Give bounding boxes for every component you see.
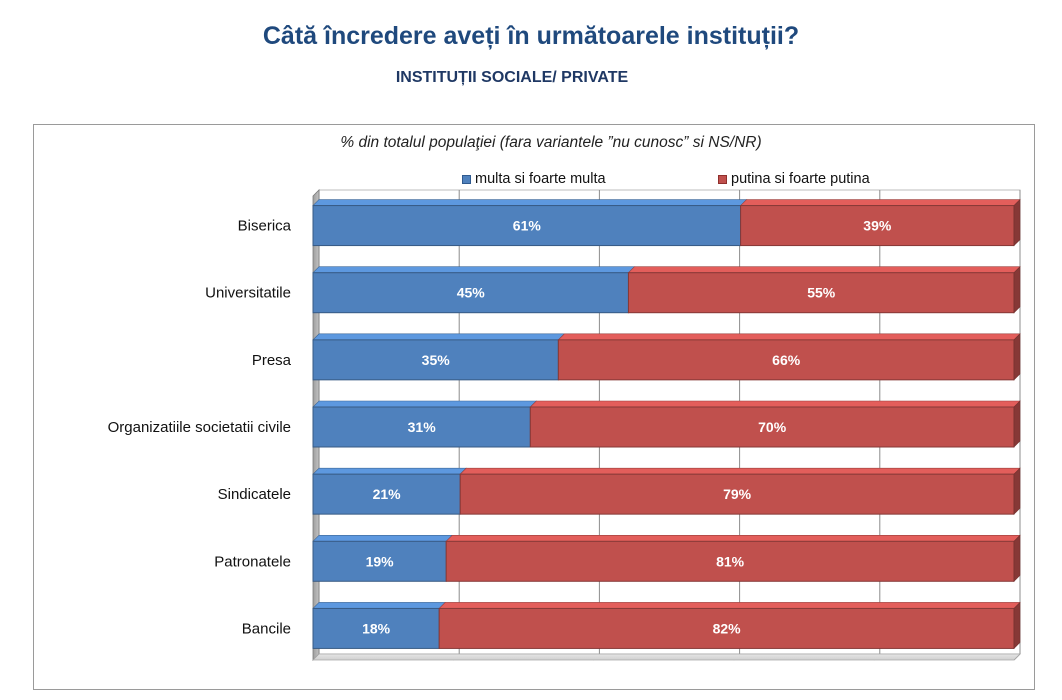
bar-top-face: [312, 602, 446, 609]
bar-side-face: [1013, 467, 1021, 515]
legend-label-series-2: putina si foarte putina: [731, 171, 870, 187]
data-label: 19%: [366, 553, 395, 569]
bar-top-face: [312, 333, 566, 341]
bar-top-face: [312, 199, 748, 206]
bar-segment-putina: [740, 205, 1015, 247]
bar-top-face: [445, 534, 1021, 542]
bar-top-face: [312, 467, 467, 475]
bar-top-face: [557, 333, 1021, 341]
bar-side-face: [1013, 400, 1021, 448]
bar-segment-multa: [312, 339, 559, 381]
data-label: 61%: [513, 218, 542, 234]
page-title: Câtă încredere aveți în următoarele inst…: [262, 22, 800, 50]
bar-segment-multa: [312, 540, 447, 582]
bar-top-face: [459, 467, 1021, 475]
data-label: 66%: [772, 352, 801, 368]
bar-top-face: [529, 400, 1021, 408]
data-label: 55%: [807, 285, 836, 301]
bar-side-face: [1013, 265, 1021, 314]
category-label: Sindicatele: [218, 486, 291, 503]
bar-top-face: [312, 400, 538, 408]
legend-label-series-1: multa si foarte multa: [475, 171, 606, 187]
bar-top-face: [312, 534, 453, 542]
category-label: Organizatiile societatii civile: [108, 419, 291, 436]
bar-side-face: [1013, 333, 1021, 381]
page-subtitle: INSTITUȚII SOCIALE/ PRIVATE: [395, 69, 629, 86]
data-label: 21%: [373, 486, 402, 502]
bar-segment-multa: [312, 205, 742, 247]
bar-top-face: [739, 199, 1021, 206]
data-label: 79%: [723, 486, 752, 502]
legend-swatch-blue-icon: [462, 174, 471, 184]
bar-segment-putina: [438, 607, 1015, 649]
bar-side-face: [1013, 198, 1021, 247]
category-label: Patronatele: [214, 553, 291, 570]
legend-item-series-2: putina si foarte putina: [718, 170, 870, 188]
category-label: Biserica: [238, 218, 292, 235]
bar-top-face: [438, 602, 1021, 609]
category-label: Presa: [252, 352, 292, 369]
category-label: Universitatile: [205, 285, 291, 302]
data-label: 35%: [422, 352, 451, 368]
data-label: 82%: [713, 620, 742, 636]
bar-segment-putina: [459, 473, 1015, 515]
data-label: 45%: [457, 285, 486, 301]
data-label: 81%: [716, 553, 745, 569]
data-label: 39%: [863, 218, 892, 234]
bar-top-face: [627, 266, 1021, 274]
bar-side-face: [1013, 534, 1021, 583]
bar-segment-putina: [557, 339, 1015, 381]
legend-swatch-red-icon: [718, 174, 727, 184]
plot-floor: [312, 653, 1021, 661]
bar-segment-putina: [445, 540, 1015, 582]
bar-top-face: [312, 266, 636, 274]
bar-side-face: [1013, 601, 1021, 650]
bar-segment-putina: [627, 272, 1015, 314]
legend-item-series-1: multa si foarte multa: [462, 170, 606, 188]
data-label: 18%: [362, 620, 391, 636]
bar-segment-putina: [529, 406, 1015, 448]
bar-segment-multa: [312, 473, 461, 515]
bar-segment-multa: [312, 607, 440, 649]
data-label: 31%: [408, 419, 437, 435]
category-label: Bancile: [242, 620, 291, 637]
data-label: 70%: [758, 419, 787, 435]
chart-note: % din totalul populaţiei (fara variantel…: [340, 134, 762, 151]
